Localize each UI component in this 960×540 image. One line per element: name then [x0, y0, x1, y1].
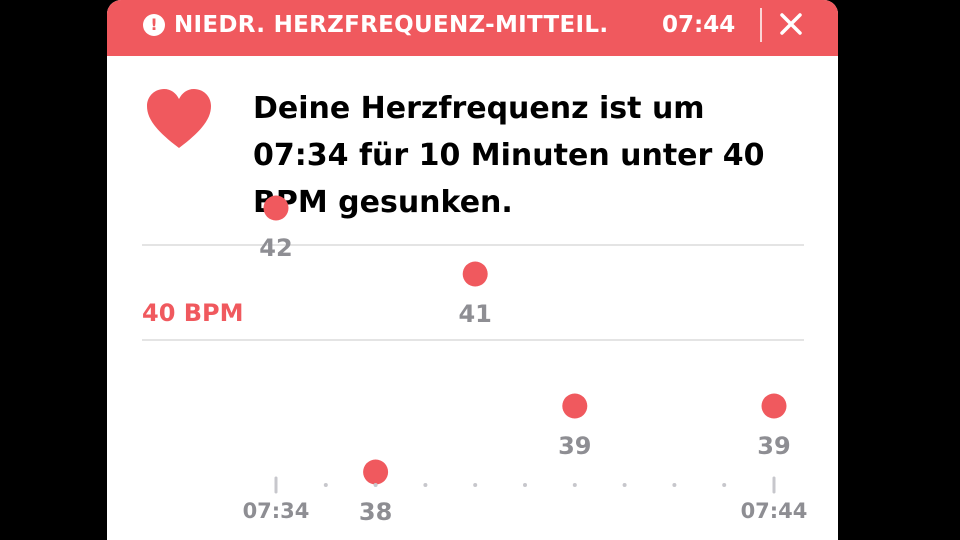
close-button[interactable]	[773, 6, 809, 42]
x-axis-minor-tick	[323, 483, 328, 487]
exclamation-circle-icon: !	[143, 14, 165, 36]
x-axis-minor-tick	[373, 483, 378, 487]
x-axis-minor-tick	[523, 483, 527, 487]
data-point-label: 39	[757, 432, 790, 460]
data-point-label: 42	[259, 234, 292, 262]
x-tick-label-start: 07:34	[243, 499, 310, 523]
x-axis-minor-tick	[722, 483, 727, 487]
x-axis-minor-tick	[473, 483, 478, 487]
x-axis-minor-tick	[572, 483, 577, 487]
data-point	[263, 195, 289, 221]
x-axis-minor-tick	[622, 483, 627, 487]
data-point	[462, 261, 488, 287]
notification-message: Deine Herzfrequenz ist um 07:34 für 10 M…	[253, 91, 765, 220]
data-point-label: 39	[558, 432, 591, 460]
notification-banner: ! NIEDR. HERZFREQUENZ-MITTEIL. 07:44	[107, 0, 838, 56]
data-point	[761, 393, 787, 419]
data-point-label: 41	[458, 300, 491, 328]
banner-divider	[760, 8, 762, 42]
notification-title: NIEDR. HERZFREQUENZ-MITTEIL.	[174, 12, 609, 38]
heart-rate-chart: 40 BPM 42 38 41 39 39 07:34 07:44	[142, 195, 808, 526]
data-point	[562, 393, 588, 419]
notification-time: 07:44	[662, 12, 736, 38]
data-point-label: 38	[359, 498, 392, 526]
heart-icon	[147, 89, 211, 148]
close-icon	[780, 13, 802, 35]
x-axis-minor-tick	[672, 483, 677, 487]
data-point	[363, 459, 389, 485]
x-tick-label-end: 07:44	[741, 499, 808, 523]
x-axis-minor-tick	[423, 483, 428, 487]
threshold-label: 40 BPM	[142, 299, 244, 327]
notification-card[interactable]: ! NIEDR. HERZFREQUENZ-MITTEIL. 07:44 Dei…	[107, 0, 838, 540]
